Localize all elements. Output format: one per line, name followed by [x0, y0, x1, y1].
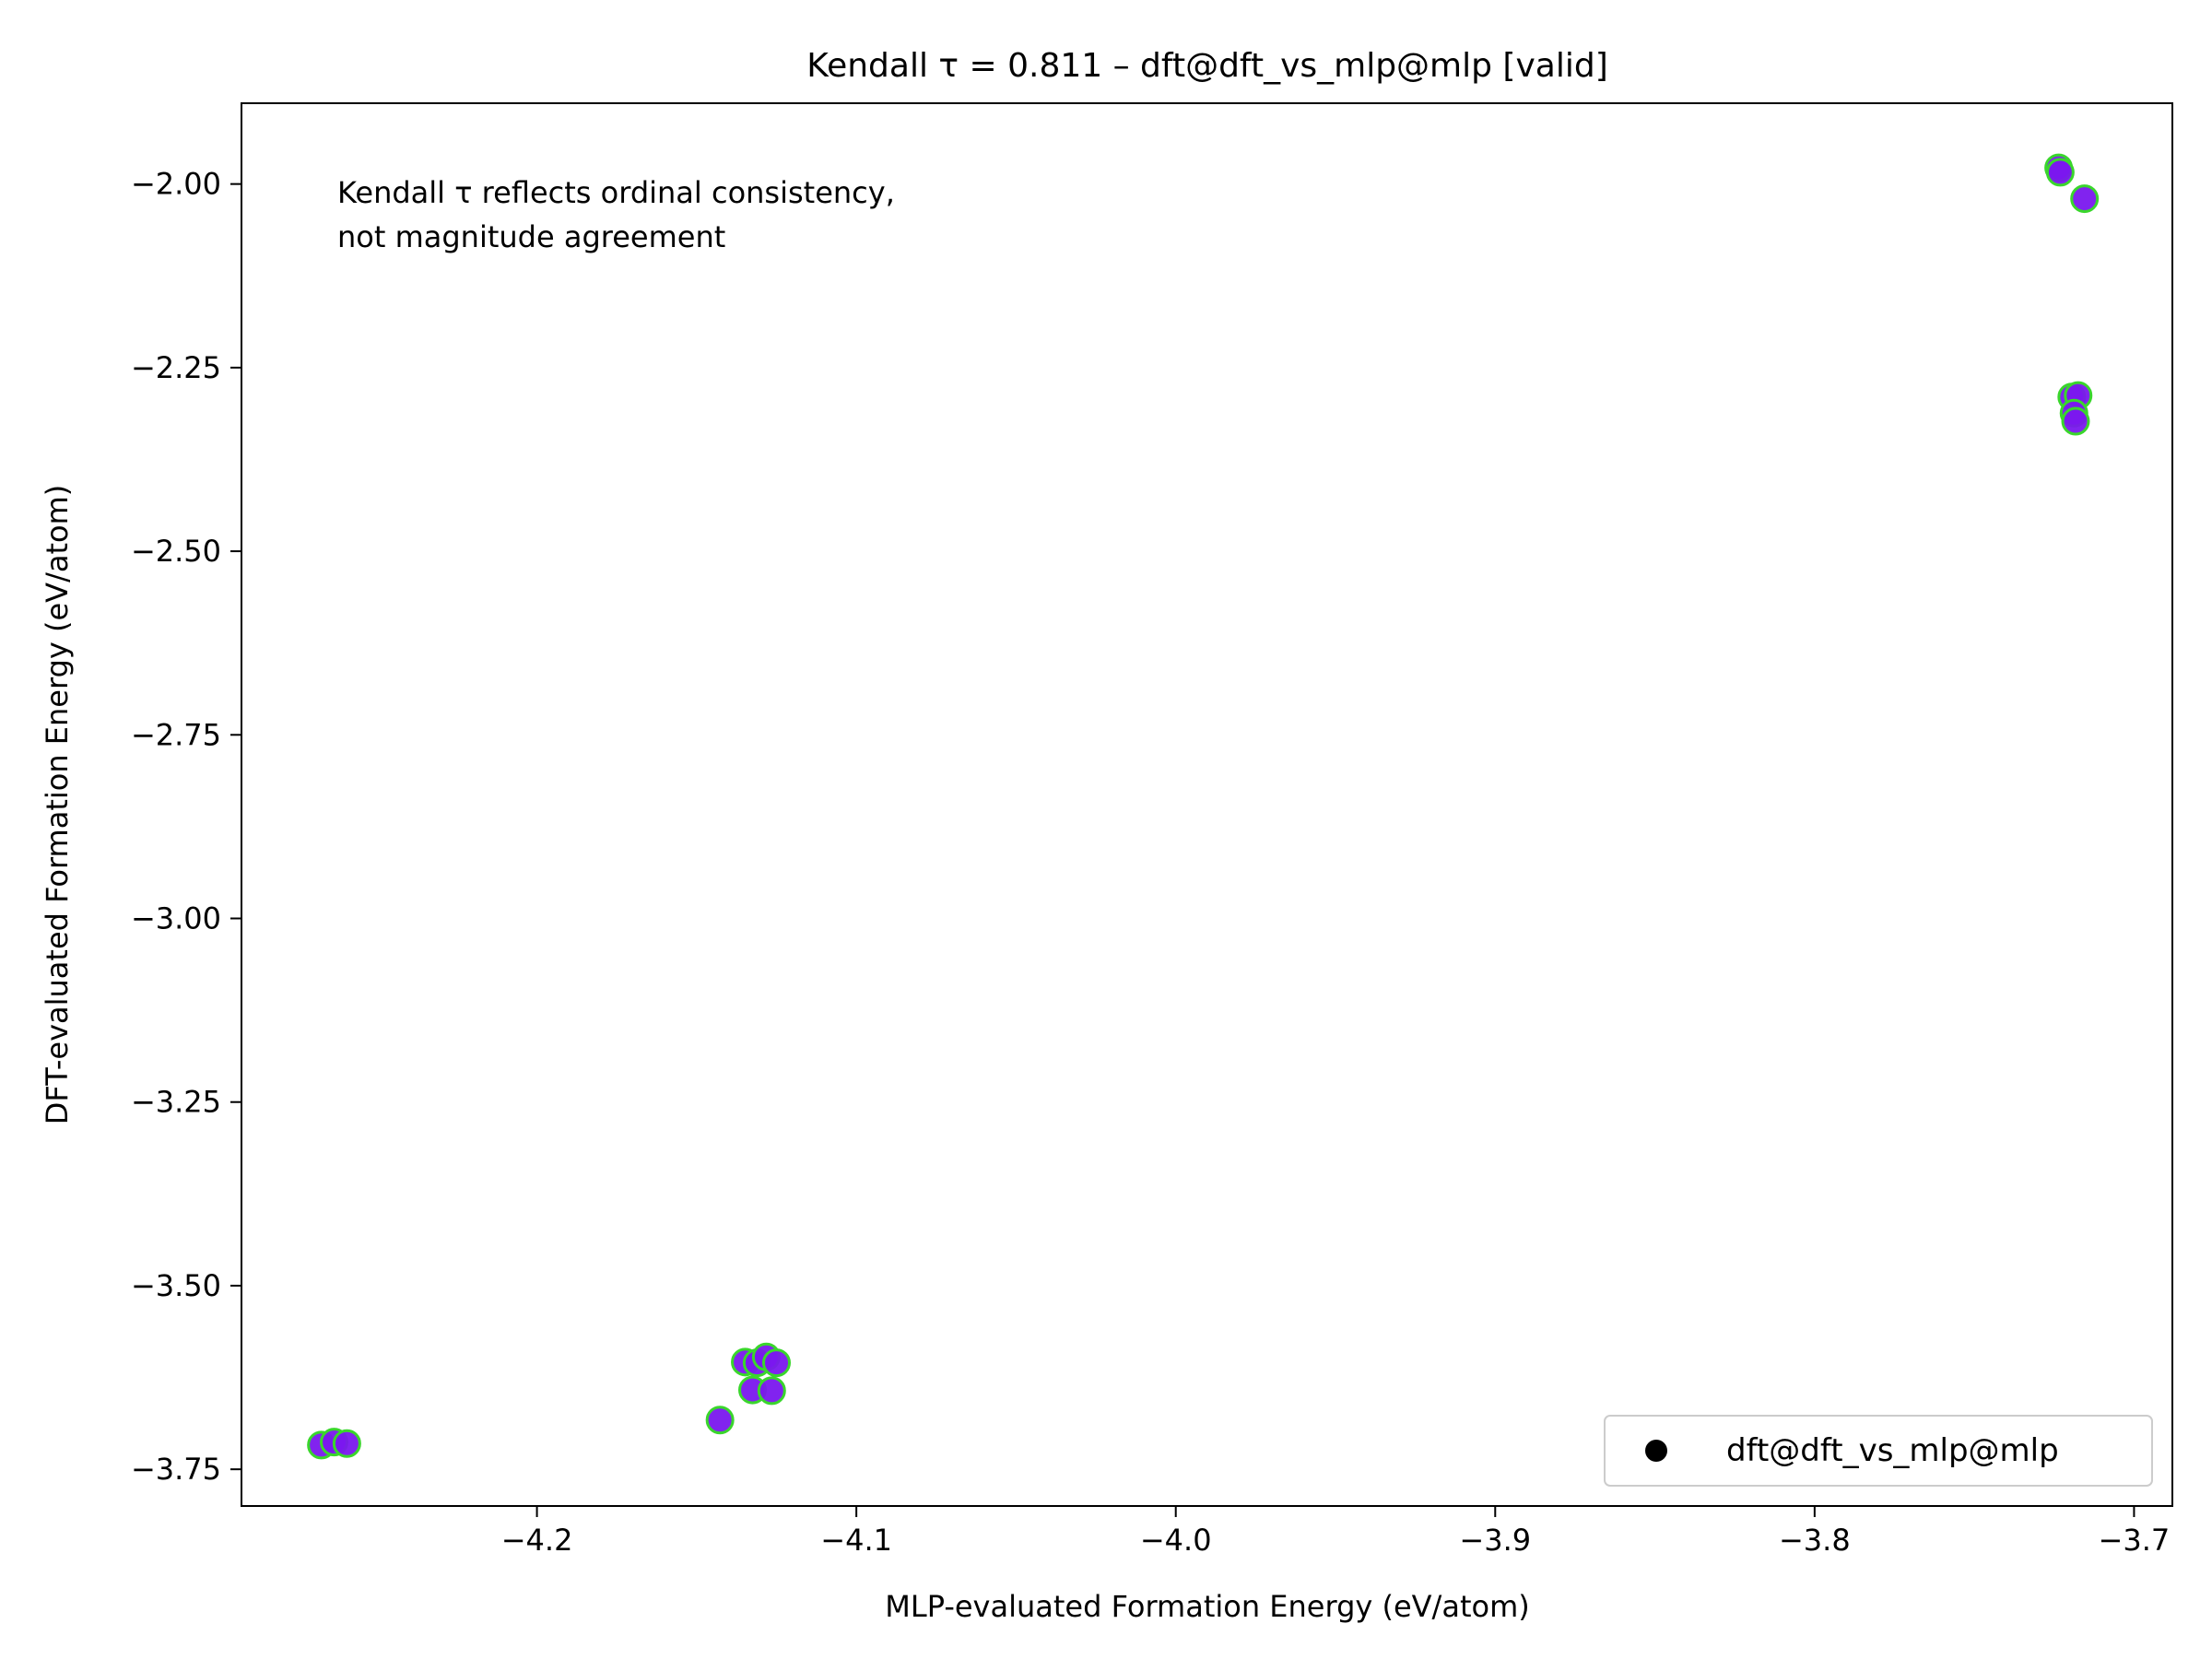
x-tick-label: −3.7 — [2099, 1523, 2171, 1558]
annotation-text: Kendall τ reflects ordinal consistency, … — [337, 175, 895, 254]
x-tick-label: −3.9 — [1459, 1523, 1531, 1558]
y-tick-label: −3.00 — [131, 901, 221, 936]
y-tick-label: −2.75 — [131, 717, 221, 752]
legend-label: dft@dft_vs_mlp@mlp — [1726, 1432, 2059, 1469]
data-point — [757, 1376, 786, 1406]
y-tick-label: −2.00 — [131, 167, 221, 202]
data-point — [2061, 406, 2090, 436]
y-axis-label: DFT-evaluated Formation Energy (eV/atom) — [40, 485, 75, 1125]
y-tick-label: −3.50 — [131, 1268, 221, 1303]
legend-marker — [1645, 1440, 1667, 1462]
annotation-line-1: Kendall τ reflects ordinal consistency, — [337, 175, 895, 210]
y-tick-label: −2.50 — [131, 534, 221, 569]
plot-area — [241, 102, 2173, 1507]
x-axis-ticks: −4.2 −4.1 −4.0 −3.9 −3.8 −3.7 — [501, 1506, 2171, 1558]
data-point — [2070, 184, 2100, 214]
x-tick-label: −4.2 — [501, 1523, 573, 1558]
y-tick-label: −3.25 — [131, 1085, 221, 1120]
x-tick-label: −4.0 — [1140, 1523, 1212, 1558]
data-point — [2045, 158, 2075, 187]
data-point — [705, 1406, 735, 1435]
axes-frame — [241, 102, 2173, 1507]
data-points — [307, 153, 2100, 1460]
chart-title: Kendall τ = 0.811 – dft@dft_vs_mlp@mlp [… — [806, 47, 1607, 85]
legend-box — [1604, 1415, 2153, 1487]
x-axis-label: MLP-evaluated Formation Energy (eV/atom) — [885, 1589, 1529, 1624]
data-point — [332, 1429, 361, 1458]
y-tick-label: −2.25 — [131, 350, 221, 385]
annotation-line-2: not magnitude agreement — [337, 219, 725, 254]
y-axis-ticks: −2.00 −2.25 −2.50 −2.75 −3.00 −3.25 −3.50 −3.75 — [131, 167, 241, 1487]
data-point — [762, 1348, 792, 1378]
x-tick-label: −3.8 — [1779, 1523, 1851, 1558]
legend: dft@dft_vs_mlp@mlp — [1604, 1415, 2153, 1487]
x-tick-label: −4.1 — [820, 1523, 892, 1558]
y-tick-label: −3.75 — [131, 1452, 221, 1487]
